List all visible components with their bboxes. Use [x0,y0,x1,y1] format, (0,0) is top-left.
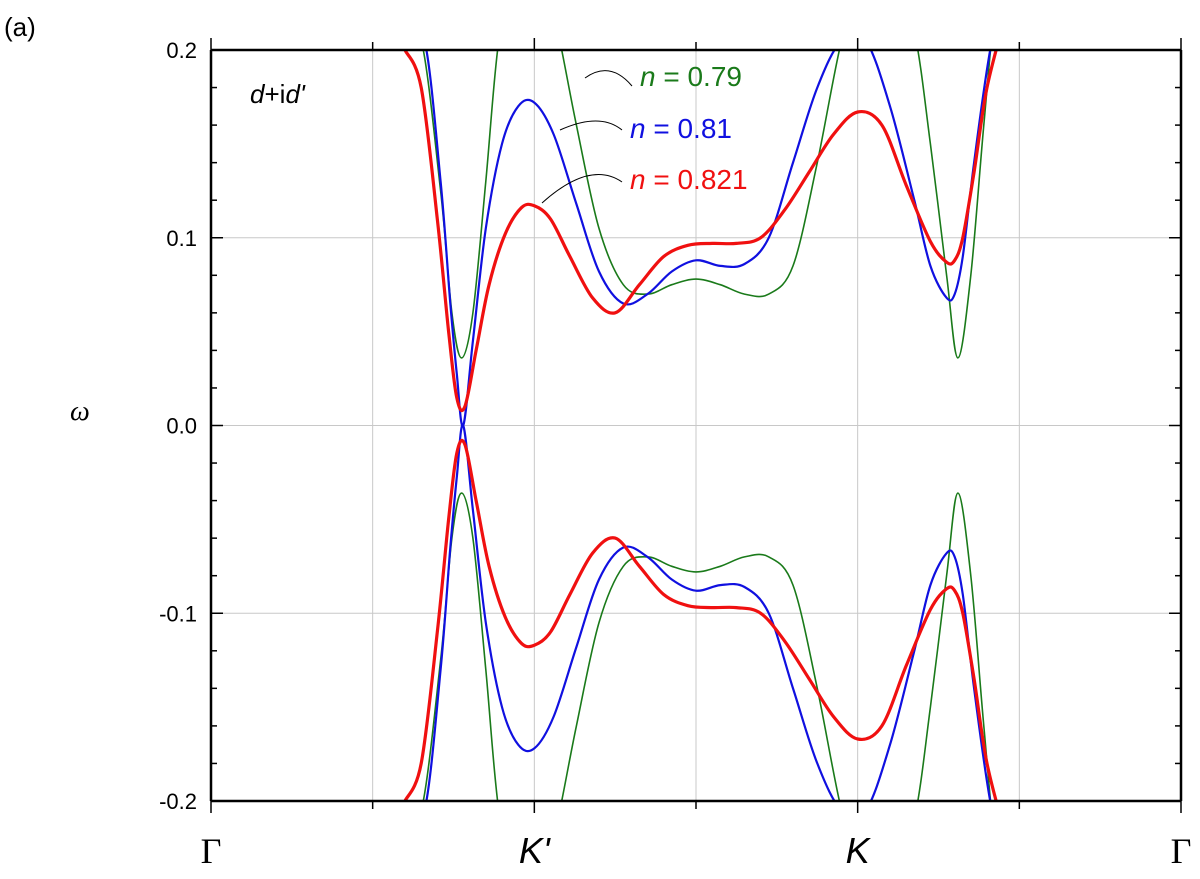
series-lower-band [403,438,998,801]
panel-label: (a) [4,12,36,42]
series-upper-band [401,50,992,359]
dispersion-curves [401,50,998,801]
label-leader [584,70,633,87]
x-tick-label: K [846,830,872,871]
x-tick-label: Γ [201,831,222,871]
y-tick-label: 0.2 [166,38,197,63]
label-leader [541,174,623,204]
x-tick-label: Γ [1171,831,1192,871]
dispersion-annotation: d+id' [250,79,306,109]
series-label: n = 0.79 [640,61,742,92]
series-label: n = 0.81 [630,113,732,144]
x-axis-ticks: Γ K' K Γ [201,38,1192,871]
grid [211,50,1181,801]
y-axis-ticks: 0.2 0.1 0.0 -0.1 -0.2 [159,38,1181,814]
y-axis-label: ω [70,396,90,427]
y-tick-label: 0.1 [166,226,197,251]
y-tick-label: 0.0 [166,414,197,439]
x-tick-label: K' [519,830,551,871]
y-tick-label: -0.2 [159,789,197,814]
series-lower-band [405,424,992,801]
label-leader [559,120,623,131]
series-upper-band [403,50,998,413]
y-tick-label: -0.1 [159,601,197,626]
series-label: n = 0.821 [630,164,748,195]
curve-labels: n = 0.79 n = 0.81 n = 0.821 [541,61,748,204]
series-lower-band [401,492,992,801]
